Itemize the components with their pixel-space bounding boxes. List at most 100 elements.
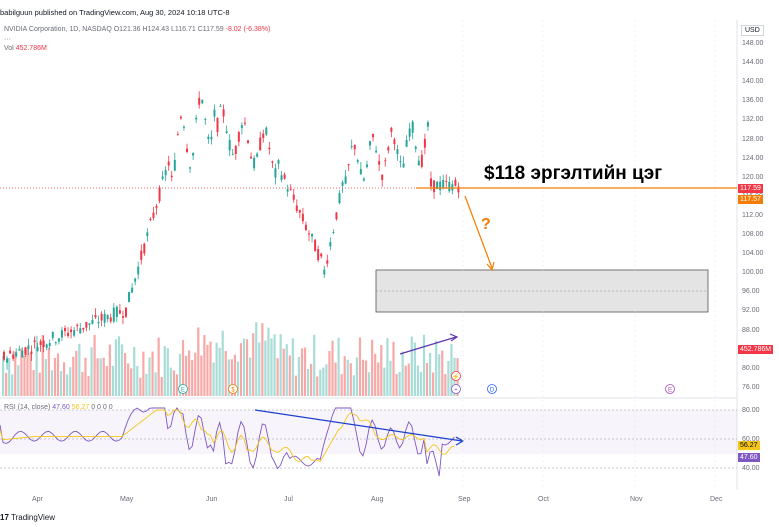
volume-bar — [215, 342, 218, 396]
candle-body — [448, 181, 451, 192]
volume-bar — [72, 356, 75, 396]
volume-bar — [75, 350, 78, 396]
volume-bar — [20, 348, 23, 396]
candle-body — [237, 132, 240, 142]
rsi-label[interactable]: RSI (14, close) — [4, 404, 51, 411]
candle-body — [27, 345, 30, 349]
volume-bar — [102, 357, 105, 396]
volume-bar — [392, 341, 395, 396]
candle-body — [301, 213, 304, 222]
volume-bar — [279, 334, 282, 396]
high-value: H124.43 — [142, 26, 169, 33]
volume-bar — [230, 359, 233, 396]
candle-body — [262, 133, 265, 139]
candle-body — [329, 242, 332, 247]
volume-bar — [236, 361, 240, 396]
price-tick: 136.00 — [742, 97, 764, 105]
candle-body — [152, 212, 155, 218]
question-mark[interactable]: ? — [481, 216, 491, 233]
candle-body — [12, 354, 15, 359]
volume-bar — [337, 337, 340, 396]
candle-body — [356, 160, 359, 162]
tradingview-logo[interactable]: 17 TradingView — [0, 513, 55, 522]
volume-legend: Vol 452.786M — [4, 45, 47, 52]
volume-value: 452.786M — [15, 45, 47, 52]
volume-bar — [288, 355, 291, 396]
legend-more-icon[interactable]: ··· — [4, 36, 11, 43]
candle-body — [405, 140, 408, 147]
pivot-annotation[interactable]: $118 эргэлтийн цэг — [484, 163, 663, 184]
volume-bar — [435, 340, 438, 396]
candle-body — [173, 159, 176, 171]
candle-body — [94, 314, 97, 318]
currency-button[interactable]: USD — [741, 25, 764, 36]
volume-bar — [93, 335, 96, 396]
candle-body — [289, 189, 292, 191]
volume-bar — [416, 365, 419, 396]
rsi-line — [0, 407, 455, 477]
rsi-tick: 80.00 — [742, 407, 760, 414]
price-tick: 108.00 — [742, 231, 764, 238]
candle-body — [378, 161, 381, 165]
candle-body — [304, 224, 307, 231]
volume-bar — [285, 344, 288, 396]
volume-bar — [157, 337, 160, 396]
volume-bar — [96, 358, 99, 396]
candle-body — [353, 145, 356, 150]
volume-bar — [407, 363, 410, 396]
candle-body — [298, 210, 301, 213]
candle-body — [109, 317, 112, 322]
rsi-ma-tag: 56.27 — [738, 441, 760, 450]
symbol-name[interactable]: NVIDIA Corporation, 1D, NASDAQ — [4, 26, 112, 33]
volume-bar — [224, 350, 227, 396]
price-tick: 140.00 — [742, 78, 764, 86]
volume-bar — [358, 337, 362, 396]
candle-body — [131, 287, 134, 293]
candle-body — [338, 193, 341, 204]
volume-bar — [209, 341, 212, 396]
candle-body — [430, 178, 432, 187]
candle-body — [103, 313, 106, 323]
candle-body — [414, 146, 417, 149]
rsi-legend: RSI (14, close) 47.60 56.27 0 0 0 0 — [4, 404, 113, 411]
candle-body — [158, 187, 161, 202]
candle-body — [411, 121, 414, 133]
rsi-tag: 47.60 — [738, 453, 760, 462]
volume-bar — [425, 362, 429, 396]
price-tick: 92.00 — [742, 307, 760, 315]
event-marker-icon — [487, 384, 497, 394]
publisher-header: babilguun published on TradingView.com, … — [0, 8, 230, 17]
event-marker-glyph: E — [181, 388, 185, 394]
volume-bar — [273, 334, 276, 396]
volume-bar — [47, 347, 50, 396]
candle-body — [286, 189, 289, 192]
candle-body — [76, 324, 79, 327]
volume-bar — [410, 336, 413, 396]
volume-bar — [5, 372, 8, 396]
volume-bar — [111, 365, 114, 396]
volume-bar — [133, 347, 136, 396]
time-tick: Jun — [206, 496, 218, 503]
candle-body — [344, 176, 347, 184]
volume-bar — [355, 357, 358, 396]
candle-body — [57, 338, 60, 342]
candle-body — [39, 341, 42, 345]
volume-bar — [124, 353, 127, 396]
volume-bar — [429, 352, 432, 396]
volume-tag: 452.786M — [738, 345, 774, 354]
time-tick: Sep — [458, 496, 471, 503]
price-tick: 96.00 — [742, 288, 760, 296]
volume-bar — [56, 353, 60, 396]
volume-bar — [264, 340, 267, 396]
volume-bar — [395, 374, 398, 396]
candle-body — [33, 340, 36, 342]
candle-body — [222, 109, 225, 117]
logo-mark-icon: 17 — [0, 513, 9, 522]
candle-body — [106, 314, 109, 320]
volume-bar — [221, 330, 224, 396]
candle-body — [186, 148, 188, 153]
candle-body — [317, 249, 320, 261]
candle-body — [362, 178, 365, 181]
rsi-divergence-arrow — [254, 409, 463, 442]
